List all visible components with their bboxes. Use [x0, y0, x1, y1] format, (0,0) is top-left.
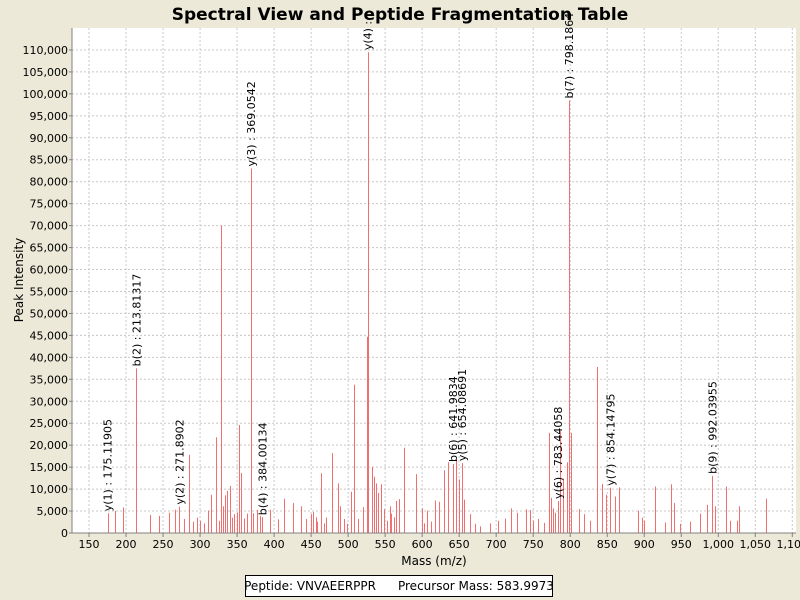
y-tick-label: 75,000 [30, 198, 69, 211]
y-tick-label: 20,000 [30, 439, 69, 452]
peak-annotation: y(6) : 783.44058 [552, 407, 565, 499]
peak-annotation: y(1) : 175.11905 [102, 419, 115, 511]
y-tick-label: 15,000 [30, 461, 69, 474]
x-tick-label: 650 [449, 538, 470, 551]
plot-area [72, 28, 796, 533]
peptide-info-box: Peptide: VNVAEERPPR Precursor Mass: 583.… [244, 575, 554, 597]
peak-annotation: b(9) : 992.03955 [706, 381, 719, 474]
y-tick-label: 5,000 [37, 505, 69, 518]
y-tick-label: 105,000 [23, 66, 69, 79]
x-tick-label: 900 [634, 538, 655, 551]
x-tick-label: 300 [190, 538, 211, 551]
precursor-mass-label: Precursor Mass: 583.9973 [397, 579, 554, 593]
peak-annotation: y(4) : [362, 21, 375, 50]
x-tick-label: 550 [375, 538, 396, 551]
y-tick-label: 85,000 [30, 154, 69, 167]
y-tick-label: 65,000 [30, 242, 69, 255]
y-axis-title: Peak Intensity [12, 238, 26, 323]
y-tick-label: 110,000 [23, 44, 69, 57]
x-tick-label: 1,000 [703, 538, 735, 551]
x-tick-label: 250 [153, 538, 174, 551]
peak-annotation: y(3) : 369.0542 [245, 81, 258, 166]
y-tick-label: 10,000 [30, 483, 69, 496]
y-tick-label: 60,000 [30, 264, 69, 277]
peak-annotation: y(7) : 854.14795 [604, 393, 617, 485]
x-tick-label: 450 [301, 538, 322, 551]
y-tick-label: 90,000 [30, 132, 69, 145]
y-tick-label: 30,000 [30, 395, 69, 408]
x-tick-label: 400 [264, 538, 285, 551]
y-tick-label: 70,000 [30, 220, 69, 233]
x-tick-label: 700 [486, 538, 507, 551]
x-tick-label: 200 [116, 538, 137, 551]
peak-annotation: b(6) : 641.9834 [447, 376, 460, 462]
peak-annotation: b(4) : 384.00134 [256, 422, 269, 515]
x-axis-title: Mass (m/z) [401, 554, 466, 568]
grid-lines [72, 28, 796, 533]
y-axis-ticks: 0 5,000 10,000 15,000 20,000 25,000 30,000 35,0… [23, 44, 72, 540]
x-tick-label: 850 [597, 538, 618, 551]
y-tick-label: 100,000 [23, 88, 69, 101]
peak-annotation: b(2) : 213.81317 [130, 274, 143, 367]
y-tick-label: 55,000 [30, 285, 69, 298]
x-tick-label: 800 [560, 538, 581, 551]
y-tick-label: 95,000 [30, 110, 69, 123]
x-tick-label: 350 [227, 538, 248, 551]
y-tick-label: 80,000 [30, 176, 69, 189]
y-tick-label: 35,000 [30, 373, 69, 386]
x-axis-ticks: 150 200 250 300 350 400 450 500 550 600 650 700 750 8… [79, 533, 800, 551]
y-tick-label: 25,000 [30, 417, 69, 430]
peak-annotation: b(7) : 798.1864 [563, 13, 576, 99]
y-tick-label: 40,000 [30, 351, 69, 364]
chart-title: Spectral View and Peptide Fragmentation … [172, 5, 629, 25]
x-tick-label: 950 [671, 538, 692, 551]
y-tick-label: 50,000 [30, 307, 69, 320]
x-tick-label: 1,050 [740, 538, 772, 551]
y-tick-label: 0 [61, 527, 68, 540]
x-tick-label: 750 [523, 538, 544, 551]
peak-annotation: y(2) : 271.8902 [173, 419, 186, 504]
x-tick-label: 1,100 [777, 538, 800, 551]
peak-annotations: y(1) : 175.11905 b(2) : 213.81317 y(2) : 2… [102, 13, 720, 515]
y-tick-label: 45,000 [30, 329, 69, 342]
x-tick-label: 500 [338, 538, 359, 551]
x-tick-label: 150 [79, 538, 100, 551]
peptide-label: Peptide: VNVAEERPPR [244, 579, 376, 593]
peaks [108, 52, 767, 533]
peak-annotation: y(5) : 654.08691 [456, 369, 469, 461]
x-tick-label: 600 [412, 538, 433, 551]
